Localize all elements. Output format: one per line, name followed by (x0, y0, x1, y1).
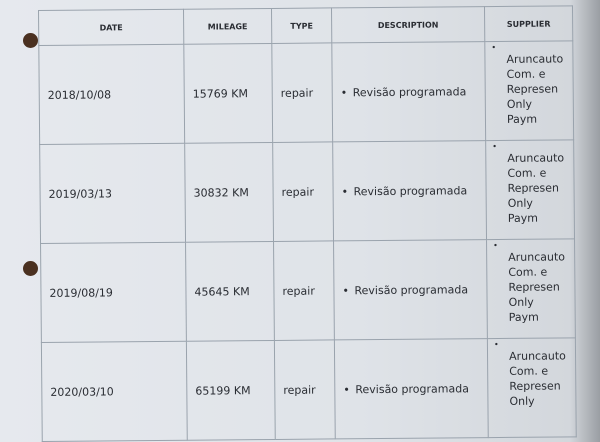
supplier-line: Com. e (506, 67, 546, 81)
supplier-line: Paym (506, 112, 538, 126)
cell-supplier: • Aruncauto Com. e Represen Only Paym (485, 139, 575, 240)
supplier-line: Only (506, 97, 533, 111)
cell-description: • Revisão programada (334, 338, 489, 439)
description-text: Revisão programada (354, 282, 469, 297)
cell-type: repair (273, 240, 335, 341)
cell-description: • Revisão programada (332, 140, 487, 241)
header-description: DESCRIPTION (331, 6, 485, 43)
cell-type: repair (274, 339, 336, 440)
cell-date: 2019/03/13 (39, 143, 186, 244)
supplier-line: Aruncauto (506, 52, 564, 66)
cell-supplier: • Aruncauto Com. e Represen Only (487, 337, 577, 438)
cell-supplier: • Aruncauto Com. e Represen Only Paym (486, 238, 576, 339)
supplier-line: Com. e (508, 265, 548, 279)
supplier-line: Represen (507, 181, 560, 195)
cell-supplier: • Aruncauto Com. e Represen Only Paym (484, 40, 574, 141)
cell-date: 2020/03/10 (41, 341, 188, 442)
bullet-icon: • (341, 184, 349, 198)
cell-date: 2019/08/19 (40, 242, 187, 343)
bullet-icon: • (340, 85, 348, 99)
supplier-line: Represen (508, 280, 560, 294)
supplier-line: Aruncauto (508, 349, 566, 363)
supplier-line: Represen (506, 82, 559, 96)
table-row: 2020/03/10 65199 KM repair • Revisão prog… (41, 337, 577, 442)
table-row: 2018/10/08 15769 KM repair • Revisão prog… (38, 40, 574, 145)
cell-type: repair (271, 42, 333, 143)
header-mileage: MILEAGE (183, 8, 272, 45)
punch-hole (23, 261, 38, 276)
cell-date: 2018/10/08 (38, 44, 185, 145)
punch-hole (23, 33, 38, 48)
description-text: Revisão programada (353, 183, 468, 198)
header-supplier: SUPPLIER (484, 5, 573, 42)
supplier-line: Aruncauto (507, 151, 565, 165)
header-type: TYPE (271, 7, 332, 44)
header-date: DATE (38, 9, 184, 46)
supplier-line: Aruncauto (508, 250, 566, 264)
cell-mileage: 15769 KM (183, 43, 273, 144)
table-header-row: DATE MILEAGE TYPE DESCRIPTION SUPPLIER (38, 5, 573, 46)
supplier-line: Com. e (509, 364, 549, 378)
supplier-line: Paym (507, 211, 539, 225)
cell-type: repair (272, 141, 334, 242)
supplier-line: Only (507, 196, 533, 210)
cell-description: • Revisão programada (333, 239, 488, 340)
cell-mileage: 45645 KM (185, 241, 275, 342)
supplier-line: Only (509, 394, 535, 408)
description-text: Revisão programada (355, 381, 469, 396)
bullet-icon: • (342, 283, 350, 297)
supplier-line: Com. e (507, 166, 547, 180)
supplier-line: Represen (509, 379, 561, 393)
bullet-icon: • (343, 382, 350, 396)
cell-mileage: 65199 KM (186, 340, 276, 441)
supplier-line: Paym (508, 310, 539, 324)
table-row: 2019/03/13 30832 KM repair • Revisão prog… (39, 139, 575, 244)
cell-description: • Revisão programada (331, 41, 486, 142)
description-text: Revisão programada (352, 84, 467, 99)
maintenance-table: DATE MILEAGE TYPE DESCRIPTION SUPPLIER 2… (38, 5, 577, 442)
supplier-line: Only (508, 295, 534, 309)
cell-mileage: 30832 KM (184, 142, 274, 243)
table-row: 2019/08/19 45645 KM repair • Revisão prog… (40, 238, 576, 343)
